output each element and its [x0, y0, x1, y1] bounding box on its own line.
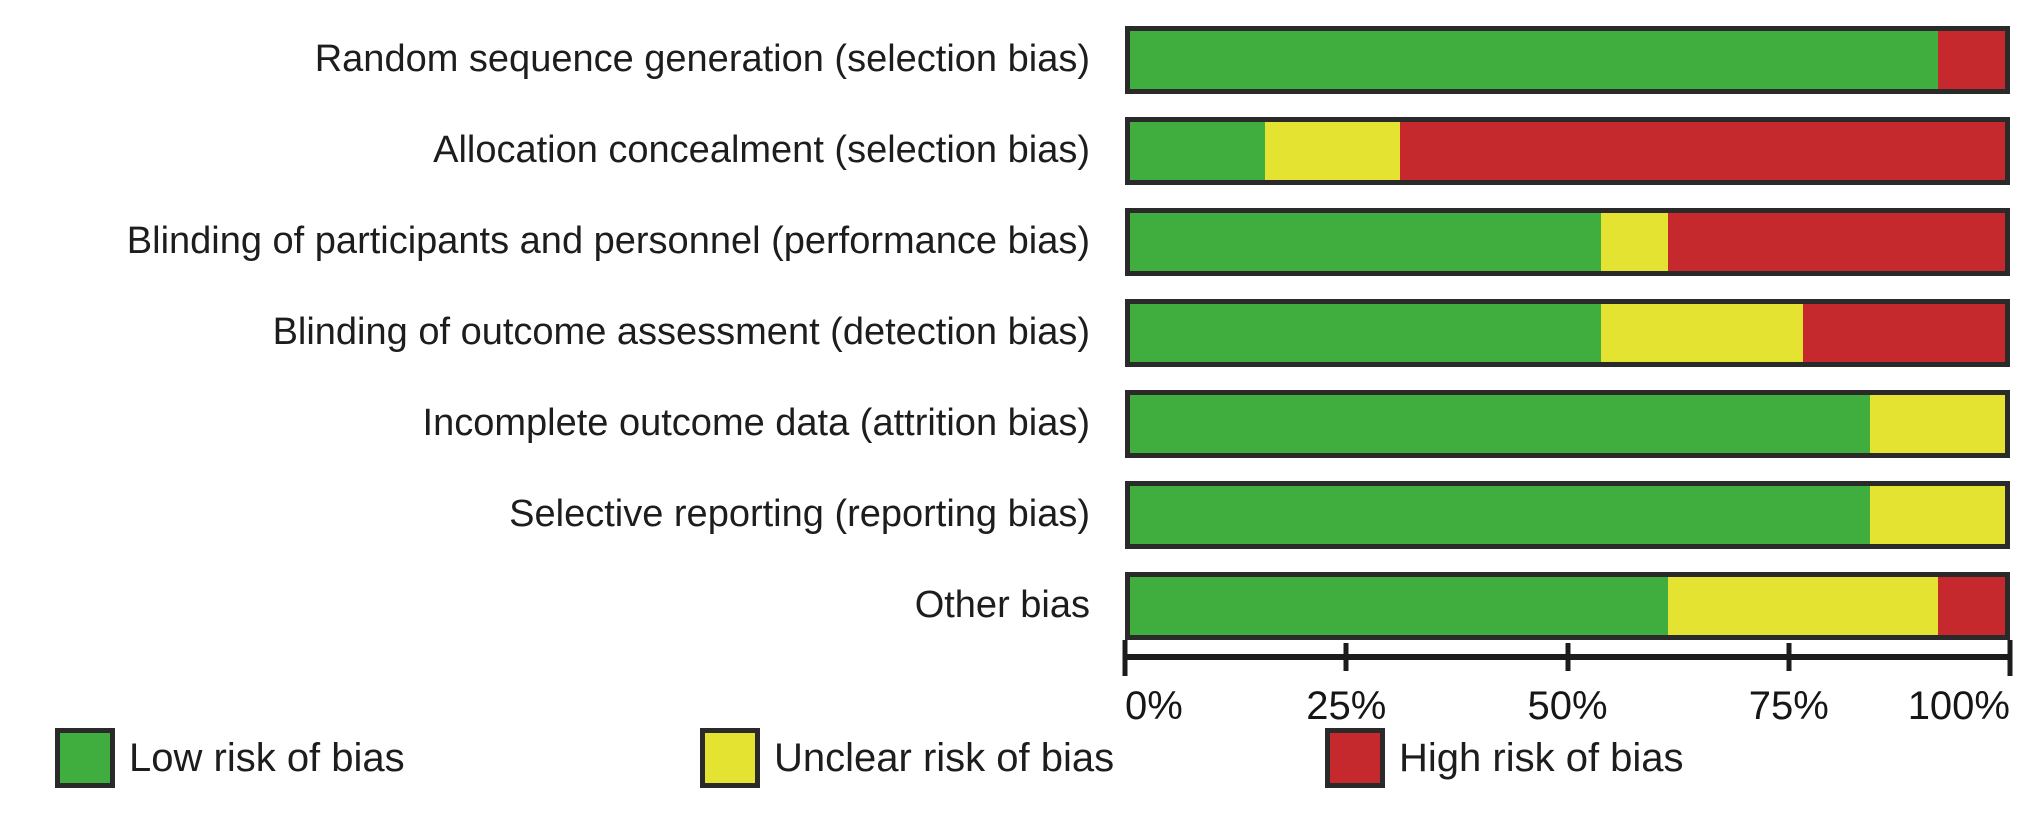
legend: Low risk of bias Unclear risk of bias High…	[0, 728, 2031, 828]
category-label: Other bias	[914, 584, 1090, 627]
stacked-bar	[1125, 26, 2010, 94]
legend-item-high-risk: High risk of bias	[1325, 728, 1684, 788]
segment-unclear-risk	[1600, 304, 1803, 362]
axis-tick	[1565, 643, 1570, 671]
legend-swatch-high-risk	[1325, 728, 1385, 788]
axis-tick-label: 0%	[1125, 684, 1183, 728]
axis-tick	[1122, 640, 1128, 676]
segment-unclear-risk	[1870, 395, 2005, 453]
segment-low-risk	[1130, 577, 1669, 635]
axis-tick-label: 100%	[1907, 684, 2010, 728]
stacked-bar	[1125, 481, 2010, 549]
chart-row: Incomplete outcome data (attrition bias)	[0, 390, 2031, 458]
legend-swatch-unclear-risk	[700, 728, 760, 788]
category-label: Random sequence generation (selection bi…	[314, 38, 1090, 81]
segment-high-risk	[1937, 31, 2005, 89]
axis-tick	[2007, 640, 2013, 676]
bar-rows: Random sequence generation (selection bi…	[0, 26, 2031, 640]
stacked-bar	[1125, 572, 2010, 640]
segment-high-risk	[1668, 213, 2005, 271]
category-label: Blinding of outcome assessment (detectio…	[272, 311, 1090, 354]
stacked-bar	[1125, 299, 2010, 367]
legend-swatch-low-risk	[55, 728, 115, 788]
axis-tick	[1343, 643, 1349, 671]
legend-label: Low risk of bias	[129, 735, 405, 780]
stacked-bar	[1125, 390, 2010, 458]
segment-low-risk	[1130, 395, 1871, 453]
chart-row: Blinding of participants and personnel (…	[0, 208, 2031, 276]
stacked-bar	[1125, 208, 2010, 276]
axis-tick-label: 50%	[1527, 684, 1608, 728]
segment-high-risk	[1937, 577, 2005, 635]
segment-low-risk	[1130, 486, 1871, 544]
legend-item-unclear-risk: Unclear risk of bias	[700, 728, 1114, 788]
axis-tick-label: 75%	[1748, 684, 1829, 728]
segment-low-risk	[1130, 122, 1265, 180]
chart-row: Selective reporting (reporting bias)	[0, 481, 2031, 549]
segment-high-risk	[1399, 122, 2005, 180]
chart-row: Random sequence generation (selection bi…	[0, 26, 2031, 94]
stacked-bar	[1125, 117, 2010, 185]
chart-row: Blinding of outcome assessment (detectio…	[0, 299, 2031, 367]
segment-low-risk	[1130, 213, 1601, 271]
segment-high-risk	[1802, 304, 2005, 362]
category-label: Allocation concealment (selection bias)	[433, 129, 1090, 172]
axis-tick	[1786, 643, 1792, 671]
category-label: Selective reporting (reporting bias)	[509, 493, 1090, 536]
legend-label: High risk of bias	[1399, 735, 1684, 780]
segment-unclear-risk	[1264, 122, 1400, 180]
chart-row: Other bias	[0, 572, 2031, 640]
segment-low-risk	[1130, 31, 1938, 89]
x-axis: 0% 25% 50% 75% 100%	[1122, 640, 2013, 750]
legend-item-low-risk: Low risk of bias	[55, 728, 405, 788]
chart-row: Allocation concealment (selection bias)	[0, 117, 2031, 185]
segment-low-risk	[1130, 304, 1601, 362]
category-label: Blinding of participants and personnel (…	[126, 220, 1090, 263]
segment-unclear-risk	[1600, 213, 1669, 271]
segment-unclear-risk	[1870, 486, 2005, 544]
category-label: Incomplete outcome data (attrition bias)	[422, 402, 1090, 445]
axis-tick-label: 25%	[1306, 684, 1387, 728]
segment-unclear-risk	[1668, 577, 1938, 635]
legend-label: Unclear risk of bias	[774, 735, 1115, 780]
